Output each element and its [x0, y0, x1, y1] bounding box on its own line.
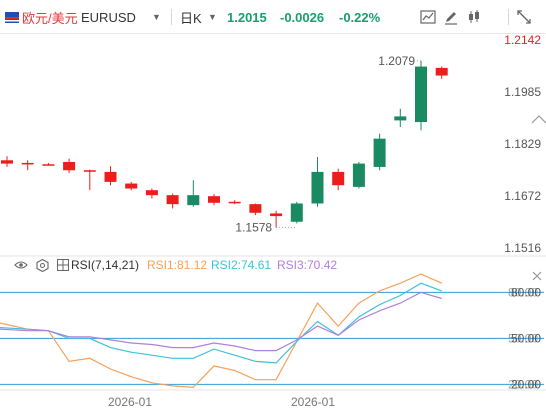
- date-axis-label: 2026-01: [108, 395, 152, 409]
- candle-body: [1, 160, 13, 164]
- period-selector[interactable]: 日K: [180, 10, 202, 26]
- price-axis-label: 1.1829: [504, 137, 541, 151]
- rsi-name: RSI(7,14,21): [71, 258, 140, 272]
- candle-body: [249, 204, 262, 213]
- date-axis-label: 2026-01: [291, 395, 335, 409]
- candle-body: [415, 66, 427, 123]
- chart-area[interactable]: 1.2142 1.1985 1.1829 1.1672 1.1516 1.2079 1.1…: [0, 34, 546, 414]
- candle-body: [352, 163, 365, 187]
- settings-icon[interactable]: [36, 256, 49, 274]
- candle-body: [290, 203, 303, 222]
- candle-body: [125, 183, 138, 189]
- divider: [171, 9, 172, 25]
- candle-body: [228, 201, 241, 204]
- draw-pen-icon[interactable]: [443, 9, 459, 25]
- flag-eu-icon: [5, 0, 19, 34]
- price-axis-label: 1.1516: [504, 241, 541, 255]
- rsi-level-label-shadow: 20.00: [508, 377, 538, 391]
- close-icon[interactable]: [532, 271, 542, 281]
- rsi-legend: RSI(7,14,21) RSI1:81.12 RSI2:74.61 RSI3:…: [0, 256, 500, 274]
- rsi-level-label-shadow: 50.00: [508, 331, 538, 345]
- expand-icon[interactable]: [531, 115, 546, 124]
- candle-body: [166, 195, 179, 205]
- candle-body: [208, 196, 220, 203]
- candle-type-icon[interactable]: [466, 9, 482, 25]
- price-change: -0.0026: [280, 9, 325, 25]
- rsi-level-label-shadow: 80.00: [508, 285, 538, 299]
- candle-body: [42, 164, 55, 166]
- candle-body: [270, 213, 283, 217]
- indicator-icon[interactable]: [420, 9, 436, 25]
- indicator-grid-icon[interactable]: [57, 256, 69, 274]
- candle-body: [435, 67, 448, 76]
- eye-icon[interactable]: [14, 256, 28, 274]
- price-axis-label: 1.2142: [504, 34, 541, 47]
- candle-body: [63, 161, 76, 171]
- rsi2-value: RSI2:74.61: [211, 258, 272, 272]
- candle-body: [83, 170, 96, 172]
- toolbar: 欧元/美元 EURUSD ▼ 日K ▼ 1.2015 -0.0026 -0.22…: [0, 0, 546, 34]
- candle-body: [145, 190, 158, 196]
- rsi1-value: RSI1:81.12: [147, 258, 208, 272]
- candle-body: [21, 162, 34, 165]
- rsi-level-label: 80.00: [511, 285, 541, 299]
- caret-down-icon[interactable]: ▼: [208, 12, 217, 22]
- candlestick-series: [1, 60, 448, 228]
- price-axis-label: 1.1985: [504, 85, 541, 99]
- rsi-level-label: 20.00: [511, 377, 541, 391]
- price-annotations: 1.2079 1.1578: [235, 54, 421, 234]
- low-price-label: 1.1578: [235, 220, 272, 234]
- candle-body: [187, 195, 200, 206]
- price-axis-label: 1.1672: [504, 189, 541, 203]
- caret-down-icon[interactable]: ▼: [152, 12, 161, 22]
- last-price: 1.2015: [227, 9, 267, 25]
- rsi3-value: RSI3:70.42: [277, 258, 338, 272]
- date-axis: 2026-01 2026-01: [0, 389, 546, 409]
- rsi-series-3: [0, 291, 442, 352]
- symbol-selector[interactable]: EURUSD: [81, 9, 136, 25]
- candle-body: [394, 116, 407, 121]
- rsi-series-1: [0, 273, 442, 389]
- price-change-percent: -0.22%: [339, 9, 381, 25]
- high-price-label: 1.2079: [378, 54, 415, 68]
- rsi-level-label: 50.00: [511, 331, 541, 345]
- pair-name[interactable]: 欧元/美元: [22, 10, 78, 26]
- fullscreen-icon[interactable]: [516, 9, 532, 25]
- candle-body: [373, 138, 386, 167]
- divider: [508, 9, 509, 25]
- candle-body: [311, 171, 324, 204]
- price-axis: 1.2142 1.1985 1.1829 1.1672 1.1516: [504, 34, 541, 255]
- candle-body: [104, 171, 117, 182]
- rsi-series-2: [0, 282, 442, 364]
- candle-body: [332, 171, 345, 186]
